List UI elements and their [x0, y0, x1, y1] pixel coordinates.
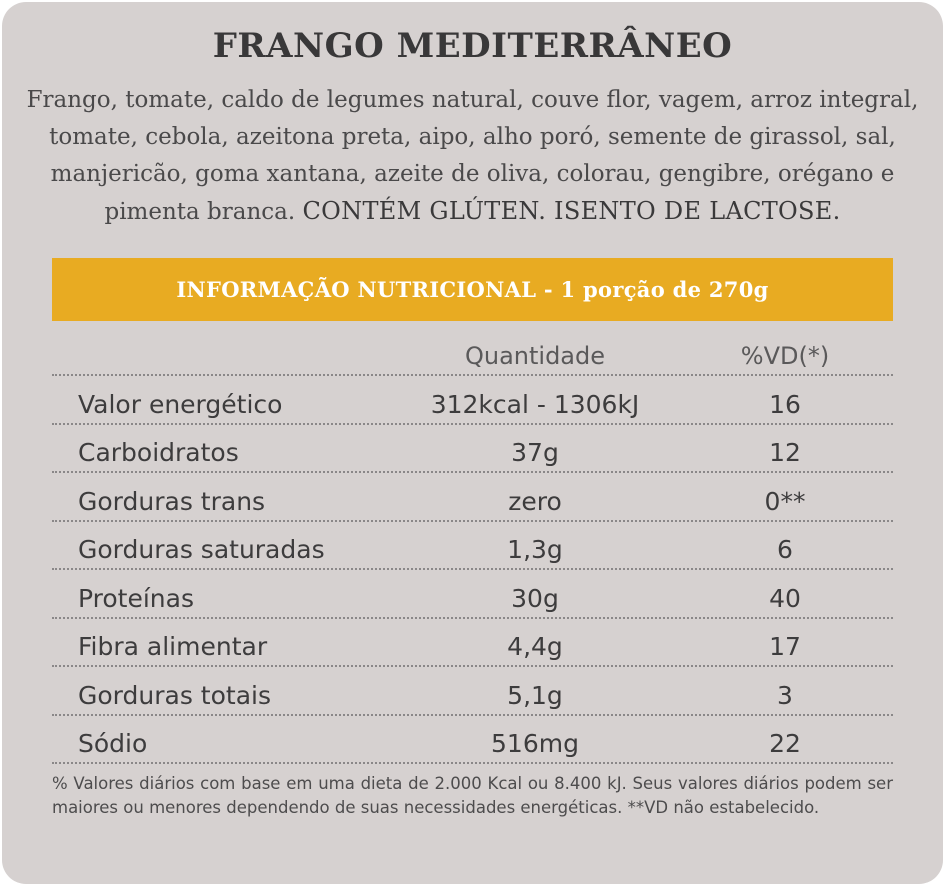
nutrient-vd: 22 — [769, 729, 801, 758]
nutrient-name: Gorduras saturadas — [78, 535, 325, 564]
nutrient-quantity: 30g — [511, 583, 559, 613]
table-header-row: Quantidade %VD(*) — [52, 330, 893, 376]
nutrient-name: Valor energético — [78, 389, 283, 419]
nutrient-quantity: 37g — [511, 438, 559, 467]
nutrient-name: Gorduras trans — [78, 486, 266, 516]
table-row: Valor energético 312kcal - 1306kJ 16 — [52, 376, 893, 425]
nutrient-quantity: 516mg — [491, 729, 579, 758]
nutrient-name: Sódio — [78, 729, 148, 758]
nutrition-banner: INFORMAÇÃO NUTRICIONAL - 1 porção de 270… — [52, 258, 893, 321]
nutrient-quantity: 312kcal - 1306kJ — [430, 389, 640, 419]
nutrient-vd: 17 — [769, 632, 801, 661]
nutrient-quantity: zero — [508, 486, 562, 516]
nutrient-quantity: 1,3g — [507, 535, 563, 564]
nutrient-vd: 0** — [764, 486, 806, 516]
table-row: Gorduras totais 5,1g 3 — [52, 667, 893, 716]
table-row: Fibra alimentar 4,4g 17 — [52, 619, 893, 667]
ingredients-list: Frango, tomate, caldo de legumes natural… — [26, 87, 919, 225]
nutrient-name: Carboidratos — [78, 438, 239, 467]
nutrient-name: Gorduras totais — [78, 680, 271, 710]
nutrient-vd: 40 — [769, 583, 801, 613]
nutrient-name: Fibra alimentar — [78, 632, 268, 661]
nutrient-quantity: 4,4g — [507, 632, 563, 661]
nutrient-name: Proteínas — [78, 583, 194, 613]
allergen-warning: CONTÉM GLÚTEN. ISENTO DE LACTOSE. — [302, 197, 841, 225]
nutrient-vd: 16 — [769, 389, 801, 419]
column-header-vd: %VD(*) — [740, 342, 830, 370]
nutrition-table: Quantidade %VD(*) Valor energético 312kc… — [52, 330, 893, 764]
footnote-text: % Valores diários com base em uma dieta … — [52, 774, 893, 817]
table-row: Gorduras saturadas 1,3g 6 — [52, 522, 893, 570]
nutrient-quantity: 5,1g — [507, 680, 563, 710]
column-header-quantity: Quantidade — [464, 342, 606, 370]
nutrient-vd: 6 — [777, 535, 793, 564]
table-row: Proteínas 30g 40 — [52, 570, 893, 619]
table-row: Sódio 516mg 22 — [52, 716, 893, 764]
ingredients-text: Frango, tomate, caldo de legumes natural… — [14, 82, 931, 231]
table-row: Carboidratos 37g 12 — [52, 425, 893, 473]
product-title: FRANGO MEDITERRÂNEO — [212, 26, 733, 66]
nutrient-vd: 12 — [769, 438, 801, 467]
nutrient-vd: 3 — [777, 680, 793, 710]
table-row: Gorduras trans zero 0** — [52, 473, 893, 522]
